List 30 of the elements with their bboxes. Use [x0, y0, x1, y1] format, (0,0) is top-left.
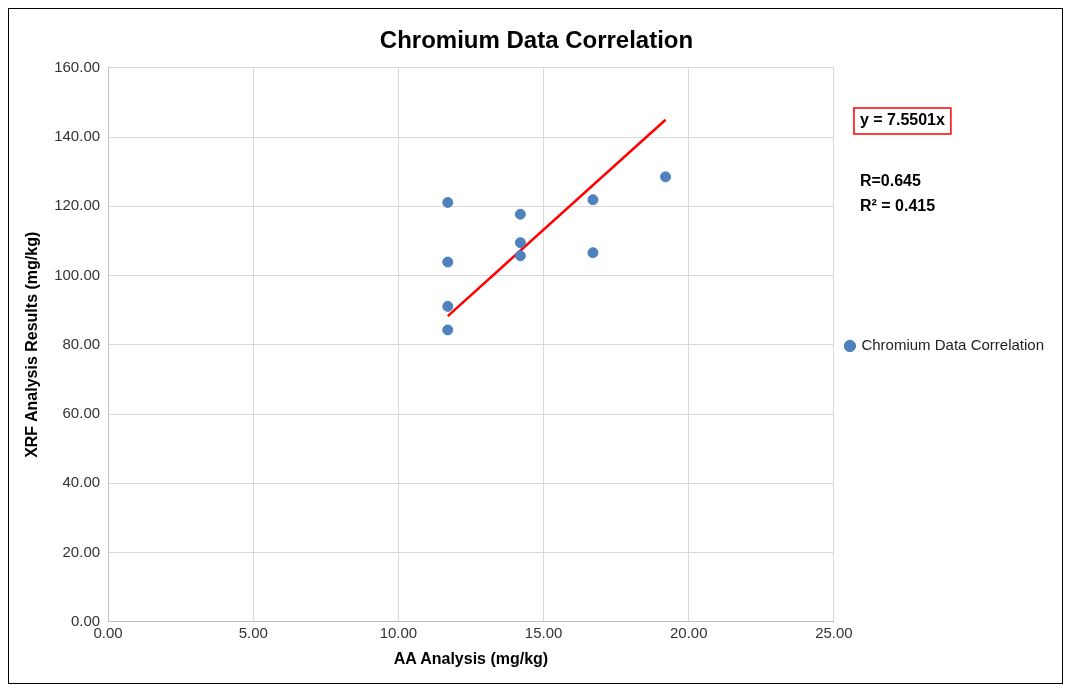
y-tick-label: 20.00	[62, 542, 101, 560]
legend-label: Chromium Data Correlation	[861, 336, 1045, 354]
point	[660, 171, 672, 183]
point	[514, 237, 526, 249]
point	[442, 324, 454, 336]
point	[442, 300, 454, 312]
y-axis-title: XRF Analysis Results (mg/kg)	[23, 231, 41, 458]
text: R² = 0.415	[859, 197, 936, 215]
y-tick-label: 160.00	[54, 57, 101, 75]
text: R=0.645	[859, 172, 921, 190]
y-tick-label: 140.00	[54, 127, 101, 145]
x-tick-label: 5.00	[238, 623, 268, 641]
point	[514, 250, 526, 262]
x-tick-label: 10.00	[379, 623, 418, 641]
x-tick-label: 15.00	[524, 623, 563, 641]
point	[514, 208, 526, 220]
y-tick-label: 80.00	[62, 334, 101, 352]
x-axis-title: AA Analysis (mg/kg)	[393, 649, 549, 667]
text: y = 7.5501x	[859, 111, 946, 129]
point	[587, 247, 599, 259]
point	[442, 196, 454, 208]
y-tick-label: 120.00	[54, 196, 101, 214]
x-tick-label: 20.00	[669, 623, 708, 641]
x-tick-label: 25.00	[815, 623, 853, 641]
point	[442, 256, 454, 268]
chart-title: Chromium Data Correlation	[379, 26, 694, 54]
y-tick-label: 60.00	[62, 404, 101, 422]
y-tick-label: 40.00	[62, 473, 101, 491]
point	[587, 194, 599, 206]
y-tick-label: 100.00	[54, 265, 101, 283]
